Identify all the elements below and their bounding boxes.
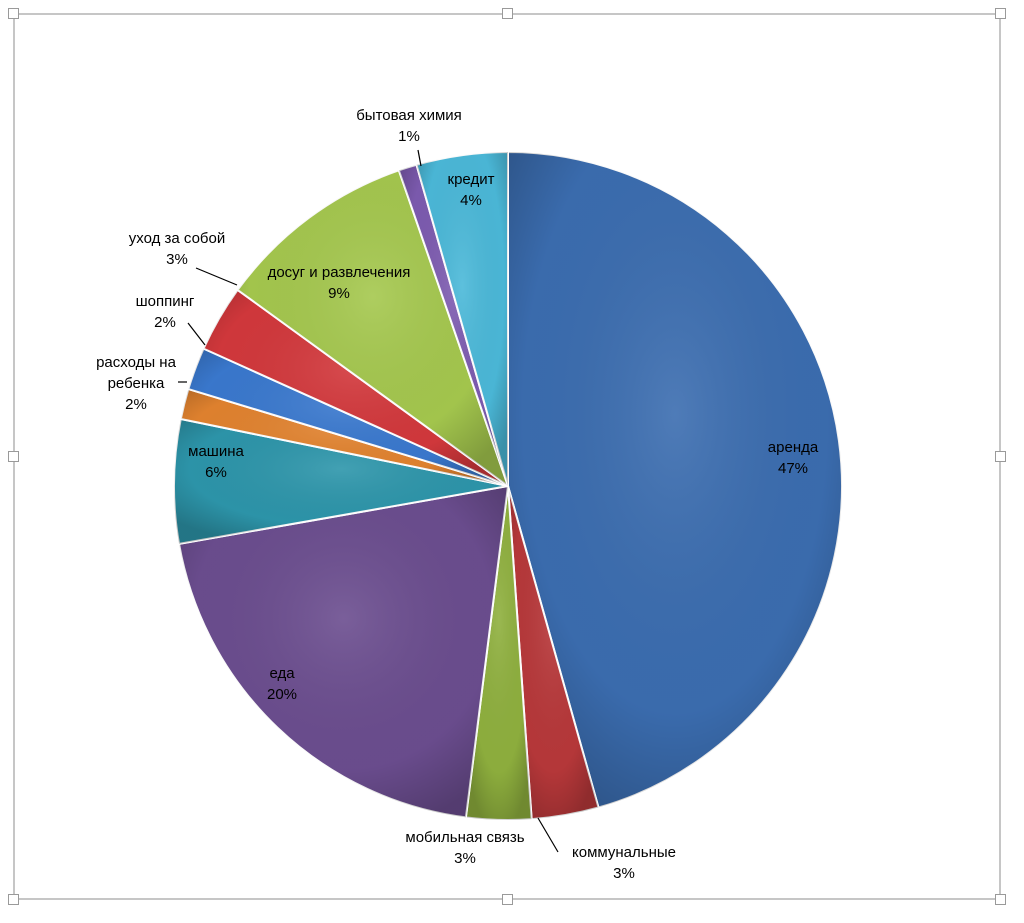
slice-name-label: машина	[188, 443, 244, 460]
pie-slice-shading	[465, 486, 532, 821]
slice-percent-label: 1%	[398, 128, 420, 145]
slice-name-label: бытовая химия	[356, 107, 462, 124]
slice-name-label: уход за собой	[129, 230, 225, 247]
slice-label: еда 20%	[267, 665, 297, 703]
slice-label: мобильная связь 3%	[405, 829, 524, 867]
slice-label: досуг и развлечения 9%	[268, 264, 411, 302]
slice-label: коммунальные 3%	[572, 844, 676, 882]
slice-name-label: аренда	[768, 439, 819, 456]
leader-line	[195, 267, 238, 286]
slice-name-label: расходы на	[96, 354, 177, 371]
pie-slice-shading	[188, 348, 508, 486]
resize-handle-top-left[interactable]	[8, 8, 19, 19]
pie-slice-shading	[416, 152, 508, 486]
slice-name-label: еда	[269, 665, 295, 682]
slice-percent-label: 2%	[125, 396, 147, 413]
resize-handle-bottom-left[interactable]	[8, 894, 19, 905]
resize-handle-bottom-center[interactable]	[502, 894, 513, 905]
slice-label: кредит 4%	[448, 171, 495, 209]
slice-name-label: мобильная связь	[405, 829, 524, 846]
pie-slice-shading	[203, 289, 508, 486]
pie-slice-shading	[237, 170, 509, 486]
slice-percent-label: 9%	[328, 285, 350, 302]
slice-percent-label: 3%	[613, 865, 635, 882]
resize-handle-top-right[interactable]	[995, 8, 1006, 19]
resize-handle-bottom-right[interactable]	[995, 894, 1006, 905]
slice-label: уход за собой 3%	[129, 230, 225, 268]
resize-handle-middle-right[interactable]	[995, 451, 1006, 462]
slice-label: аренда 47%	[768, 439, 819, 477]
slice-percent-label: 20%	[267, 686, 297, 703]
slice-percent-label: 3%	[166, 251, 188, 268]
slice-name-label: коммунальные	[572, 844, 676, 861]
pie-slice-shading	[173, 419, 508, 544]
slice-label: бытовая химия 1%	[356, 107, 462, 145]
slice-name-label: шоппинг	[136, 293, 195, 310]
pie-slice-shading	[179, 486, 509, 818]
pie-slice-shading	[508, 152, 843, 808]
slice-label: машина 6%	[188, 443, 244, 481]
slice-name-label: кредит	[448, 171, 495, 188]
resize-handle-top-center[interactable]	[502, 8, 513, 19]
resize-handle-middle-left[interactable]	[8, 451, 19, 462]
slice-percent-label: 6%	[205, 464, 227, 481]
slice-label: расходы на ребенка 2%	[96, 354, 177, 413]
pie-slice-shading	[508, 486, 599, 820]
leader-line	[417, 149, 422, 167]
slice-name-label: ребенка	[108, 375, 165, 392]
slice-name-label: досуг и развлечения	[268, 264, 411, 281]
slice-percent-label: 4%	[460, 192, 482, 209]
leader-line	[187, 322, 206, 346]
slice-percent-label: 2%	[154, 314, 176, 331]
slice-label: шоппинг 2%	[136, 293, 195, 331]
leader-line	[537, 817, 559, 853]
pie-slice-shading	[398, 164, 508, 486]
slice-percent-label: 3%	[454, 850, 476, 867]
slice-percent-label: 47%	[778, 460, 808, 477]
